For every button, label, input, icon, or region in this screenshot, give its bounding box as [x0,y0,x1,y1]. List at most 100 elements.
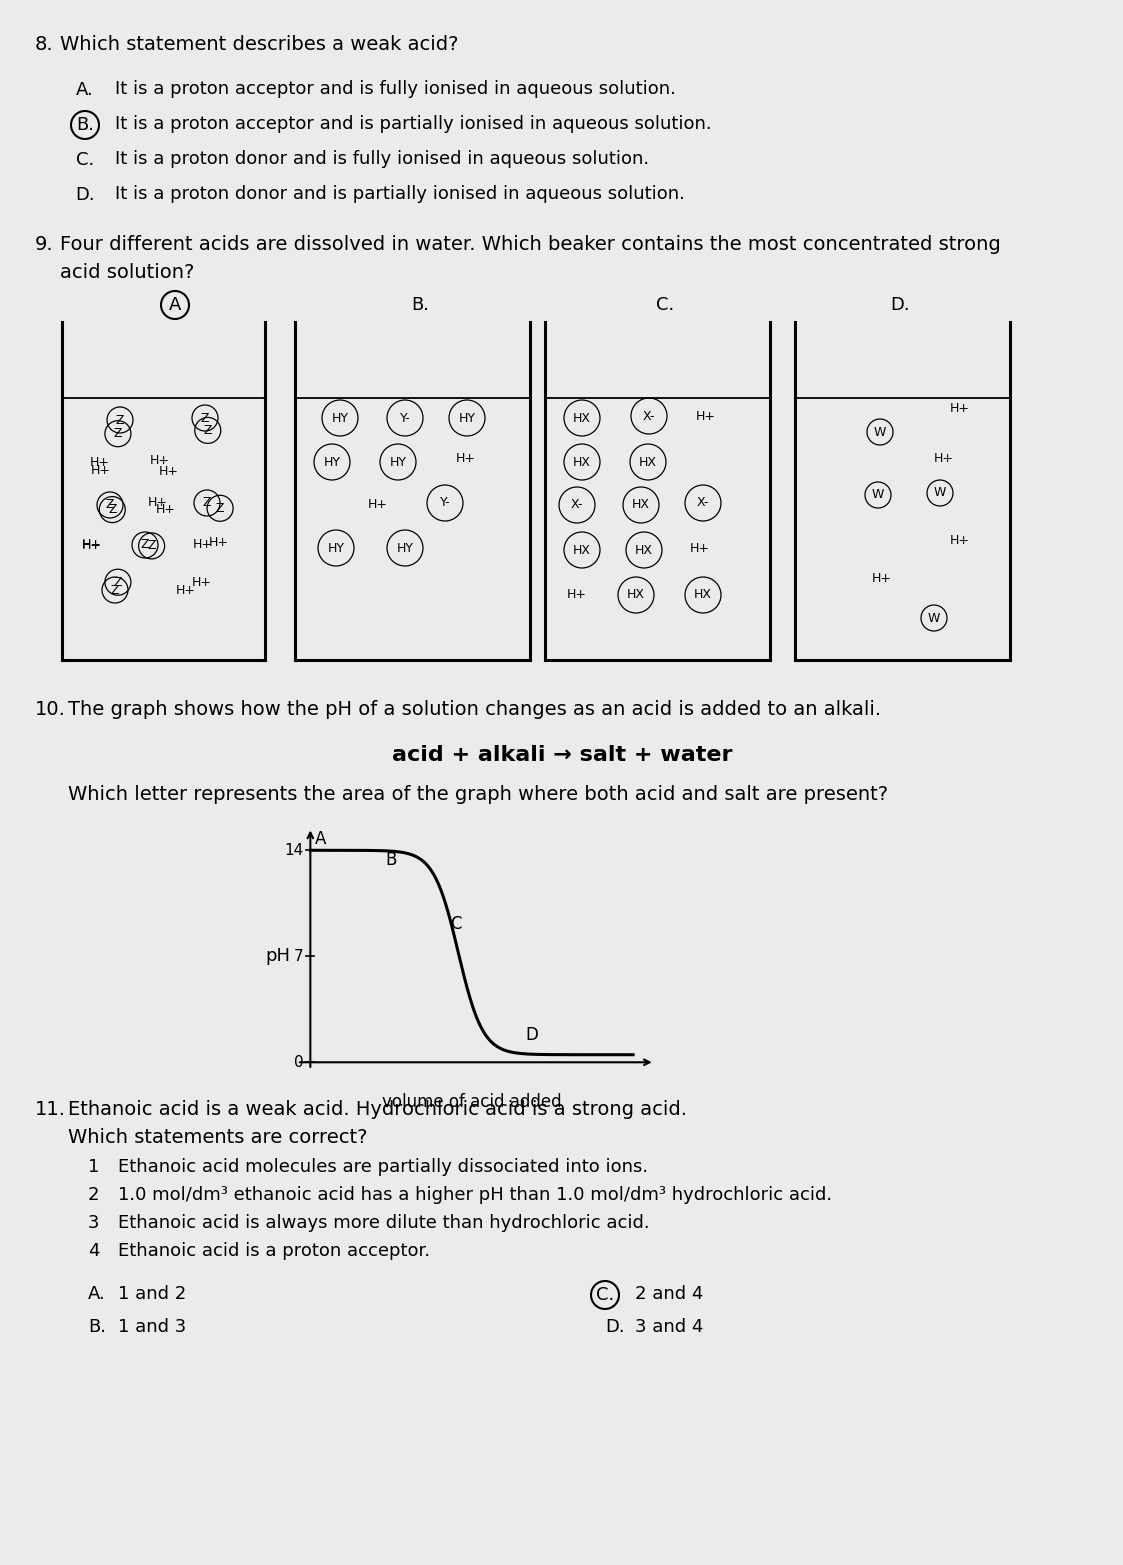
Text: H+: H+ [871,571,892,584]
Text: H+: H+ [696,410,716,423]
Text: Z: Z [111,584,119,596]
Text: It is a proton acceptor and is fully ionised in aqueous solution.: It is a proton acceptor and is fully ion… [115,80,676,99]
Text: The graph shows how the pH of a solution changes as an acid is added to an alkal: The graph shows how the pH of a solution… [69,700,882,718]
Text: Ethanoic acid is a weak acid. Hydrochloric acid is a strong acid.: Ethanoic acid is a weak acid. Hydrochlor… [69,1100,687,1119]
Text: It is a proton donor and is fully ionised in aqueous solution.: It is a proton donor and is fully ionise… [115,150,649,167]
Text: volume of acid added: volume of acid added [382,1092,562,1111]
Text: A.: A. [88,1285,106,1304]
Text: HX: HX [634,543,652,557]
Text: 11.: 11. [35,1100,66,1119]
Text: H+: H+ [193,538,213,551]
Text: Z: Z [106,499,115,512]
Text: Ethanoic acid molecules are partially dissociated into ions.: Ethanoic acid molecules are partially di… [118,1158,648,1175]
Text: It is a proton donor and is partially ionised in aqueous solution.: It is a proton donor and is partially io… [115,185,685,203]
Text: 1 and 2: 1 and 2 [118,1285,186,1304]
Text: HX: HX [573,543,591,557]
Text: HX: HX [639,455,657,468]
Text: 3 and 4: 3 and 4 [634,1318,703,1337]
Text: HY: HY [331,412,348,424]
Text: It is a proton acceptor and is partially ionised in aqueous solution.: It is a proton acceptor and is partially… [115,114,712,133]
Text: C: C [450,916,462,933]
Text: C.: C. [596,1286,614,1304]
Text: Z: Z [116,413,125,427]
Text: H+: H+ [368,499,389,512]
Text: X-: X- [570,499,583,512]
Text: 9.: 9. [35,235,54,254]
Text: X-: X- [642,410,655,423]
Text: B.: B. [411,296,429,315]
Text: C.: C. [76,150,94,169]
Text: H+: H+ [209,537,229,549]
Text: H+: H+ [690,541,710,554]
Text: Z: Z [113,427,122,440]
Text: X-: X- [696,496,710,510]
Text: Z: Z [140,538,149,551]
Text: 1.0 mol/dm³ ethanoic acid has a higher pH than 1.0 mol/dm³ hydrochloric acid.: 1.0 mol/dm³ ethanoic acid has a higher p… [118,1186,832,1203]
Text: W: W [928,612,940,624]
Text: 2 and 4: 2 and 4 [634,1285,703,1304]
Text: H+: H+ [91,463,111,476]
Text: Which statement describes a weak acid?: Which statement describes a weak acid? [60,34,458,55]
Text: Z: Z [216,502,225,515]
Text: H+: H+ [82,538,102,551]
Text: 14: 14 [284,844,303,858]
Text: W: W [871,488,884,501]
Text: W: W [934,487,947,499]
Text: HY: HY [458,412,475,424]
Text: H+: H+ [567,588,587,601]
Text: H+: H+ [176,584,197,596]
Text: A: A [168,296,181,315]
Text: H+: H+ [156,502,176,516]
Text: B.: B. [76,116,94,135]
Text: Which letter represents the area of the graph where both acid and salt are prese: Which letter represents the area of the … [69,786,888,804]
Text: H+: H+ [456,451,476,465]
Text: Y-: Y- [440,496,450,510]
Text: Y-: Y- [400,412,410,424]
Text: H+: H+ [82,540,102,552]
Text: HX: HX [694,588,712,601]
Text: H+: H+ [150,454,170,466]
Text: 8.: 8. [35,34,54,55]
Text: Z: Z [113,576,122,588]
Text: 1 and 3: 1 and 3 [118,1318,186,1337]
Text: 10.: 10. [35,700,66,718]
Text: pH: pH [265,947,291,966]
Text: HX: HX [573,455,591,468]
Text: HY: HY [390,455,407,468]
Text: acid solution?: acid solution? [60,263,194,282]
Text: B: B [385,851,398,870]
Text: H+: H+ [192,576,212,588]
Text: Z: Z [147,540,156,552]
Text: Ethanoic acid is always more dilute than hydrochloric acid.: Ethanoic acid is always more dilute than… [118,1214,649,1232]
Text: W: W [874,426,886,438]
Text: H+: H+ [158,465,179,477]
Text: HY: HY [328,541,345,554]
Text: 2: 2 [88,1186,100,1203]
Text: acid + alkali → salt + water: acid + alkali → salt + water [392,745,732,765]
Text: Z: Z [201,412,209,424]
Text: D.: D. [605,1318,624,1337]
Text: Z: Z [108,502,117,516]
Text: Z: Z [203,424,212,437]
Text: 7: 7 [294,948,303,964]
Text: HY: HY [323,455,340,468]
Text: H+: H+ [90,455,110,468]
Text: HX: HX [627,588,645,601]
Text: H+: H+ [148,496,168,510]
Text: C.: C. [656,296,674,315]
Text: HY: HY [396,541,413,554]
Text: H+: H+ [950,534,970,546]
Text: Which statements are correct?: Which statements are correct? [69,1128,367,1147]
Text: D.: D. [891,296,910,315]
Text: Ethanoic acid is a proton acceptor.: Ethanoic acid is a proton acceptor. [118,1243,430,1260]
Text: Z: Z [203,496,211,510]
Text: HX: HX [632,499,650,512]
Text: 1: 1 [88,1158,99,1175]
Text: B.: B. [88,1318,106,1337]
Text: 3: 3 [88,1214,100,1232]
Text: 4: 4 [88,1243,100,1260]
Text: 0: 0 [294,1055,303,1070]
Text: H+: H+ [950,402,970,415]
Text: Four different acids are dissolved in water. Which beaker contains the most conc: Four different acids are dissolved in wa… [60,235,1001,254]
Text: HX: HX [573,412,591,424]
